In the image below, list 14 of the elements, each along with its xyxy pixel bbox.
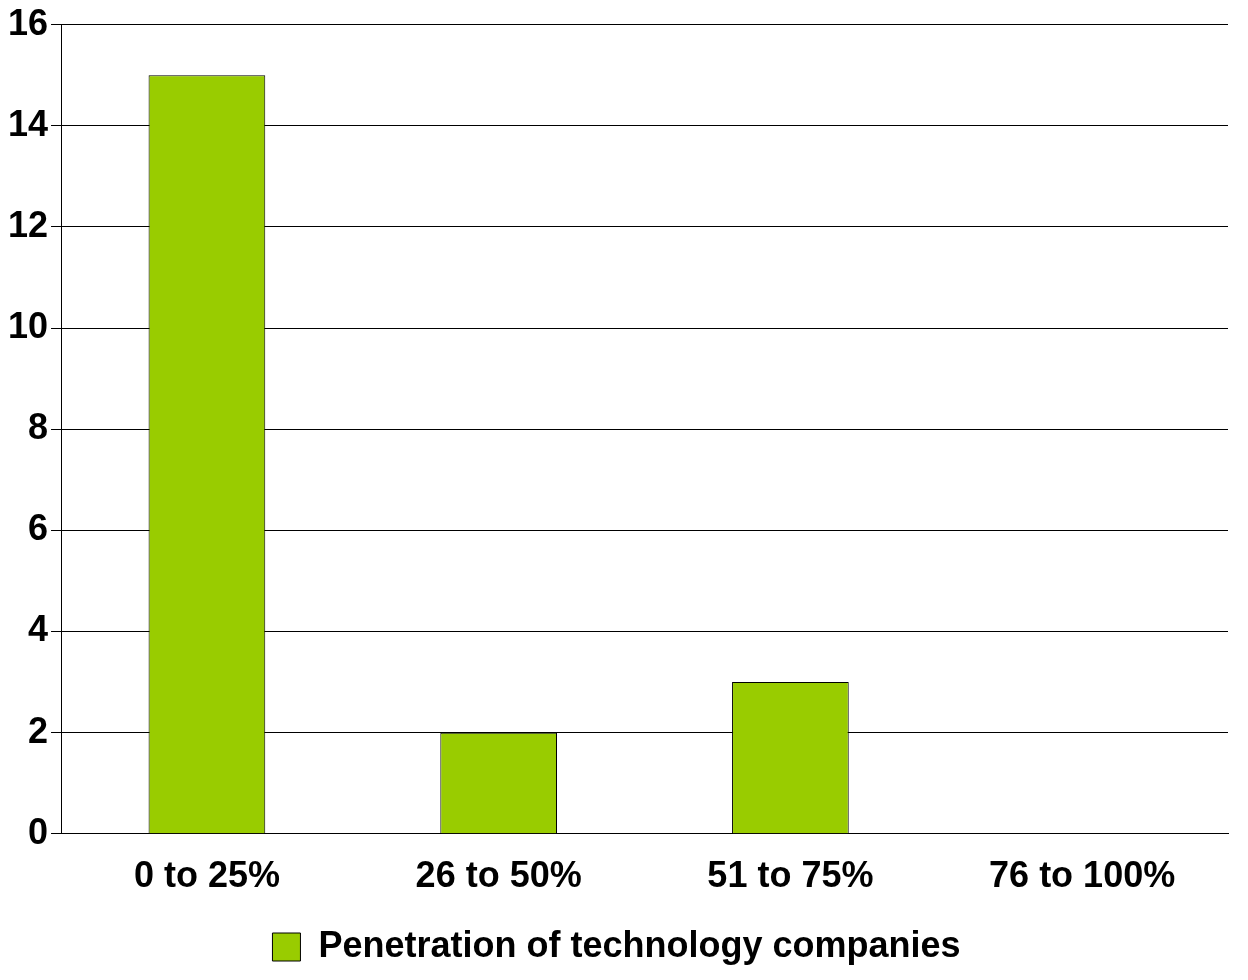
y-tick-label: 16	[8, 1, 49, 43]
y-tick-label: 6	[28, 507, 49, 549]
x-tick-label: 51 to 75%	[707, 854, 874, 896]
x-tick-label: 26 to 50%	[415, 854, 582, 896]
y-tick-label: 14	[8, 102, 49, 144]
y-tick-label: 4	[28, 608, 49, 650]
y-tick-label: 0	[28, 810, 49, 852]
y-tick-label: 2	[28, 709, 49, 751]
y-tick-label: 8	[28, 406, 49, 448]
x-tick-label: 76 to 100%	[989, 854, 1176, 896]
legend-label: Penetration of technology companies	[318, 923, 961, 965]
x-tick-label: 0 to 25%	[133, 854, 280, 896]
y-tick-label: 12	[8, 203, 49, 245]
y-tick-label: 10	[8, 304, 49, 346]
